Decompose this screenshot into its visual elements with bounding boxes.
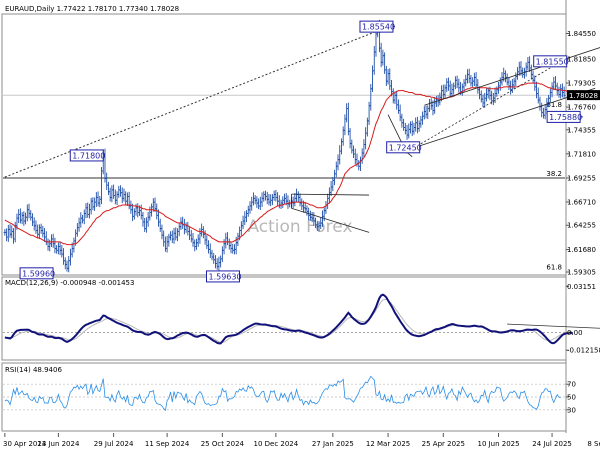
macd-y-tick-label: -0.012158	[567, 347, 600, 355]
x-tick-label: 30 Apr 2024	[3, 440, 47, 448]
price-label: 1.71800	[69, 149, 105, 162]
x-tick-label: 13 Jun 2024	[37, 440, 80, 448]
triangle-lower-line	[291, 207, 370, 233]
main-title: EURAUD,Daily 1.77422 1.78170 1.77340 1.7…	[5, 5, 179, 13]
y-tick-label: 1.66710	[567, 199, 596, 207]
rsi-line	[4, 375, 561, 412]
y-tick-label: 1.81850	[567, 55, 596, 63]
price-label-text: 1.75880	[549, 113, 582, 122]
label-layer: 1.85540 1.81550 1.71800 1.72450 1.75880 1.599…	[19, 20, 600, 283]
price-label-text: 1.81550	[536, 57, 569, 66]
x-tick-label: 10 Jun 2025	[477, 440, 519, 448]
y-tick-label: 1.71810	[567, 150, 596, 158]
header-layer: EURAUD,Daily 1.77422 1.78170 1.77340 1.7…	[5, 5, 179, 374]
x-tick-label: 25 Oct 2024	[201, 440, 245, 448]
x-tick-label: 8 Sep 2025	[587, 440, 600, 448]
price-label-text: 1.59630	[208, 272, 241, 281]
price-label: 1.81550	[533, 55, 569, 68]
x-tick-label: 24 Jul 2025	[532, 440, 572, 448]
channel-lower-line	[413, 87, 596, 149]
channel-dotted-line	[413, 61, 561, 149]
price-label-box	[533, 55, 568, 68]
fib-level-label: 38.2	[546, 170, 562, 178]
macd-y-tick-label: 0.03151	[567, 283, 596, 291]
y-tick-label: 1.61680	[567, 246, 596, 254]
macd-line	[4, 293, 574, 345]
price-label-box	[205, 270, 240, 283]
price-label: 1.72450	[386, 141, 422, 154]
macd-title: MACD(12,26,9) -0.000948 -0.001453	[5, 279, 134, 287]
x-tick-label: 29 Jul 2024	[94, 440, 134, 448]
triangle-upper-line	[291, 193, 370, 196]
x-tick-label: 10 Dec 2024	[254, 440, 299, 448]
moving-average-line	[4, 82, 570, 246]
price-bars	[3, 19, 566, 273]
rsi-y-tick-label: 70	[567, 381, 576, 389]
x-tick-label: 12 Mar 2025	[366, 440, 410, 448]
rsi-title: RSI(14) 48.9406	[5, 366, 62, 374]
price-label-text: 1.85540	[362, 23, 395, 32]
fib-level-label: 61.8	[546, 101, 562, 109]
macd-trendline	[507, 323, 600, 329]
x-tick-label: 11 Sep 2024	[145, 440, 190, 448]
last-price-tag-text: 1.78028	[569, 92, 598, 100]
price-panel: Action Forex 61.8 38.2 61.8	[3, 19, 600, 273]
macd-y-tick-label: 0.00	[567, 329, 583, 337]
y-tick-label: 1.59305	[567, 269, 596, 277]
y-tick-label: 1.69255	[567, 174, 596, 182]
price-label: 1.75880	[546, 110, 584, 123]
price-label-text: 1.72450	[389, 143, 422, 152]
y-tick-label: 1.64255	[567, 222, 596, 230]
price-label-box	[386, 141, 421, 154]
watermark: Action Forex	[247, 217, 352, 237]
rsi-panel	[3, 375, 565, 412]
rsi-y-tick-label: 50	[567, 394, 576, 402]
x-tick-label: 27 Jan 2025	[312, 440, 354, 448]
channel-upper-line	[424, 47, 600, 106]
y-tick-label: 1.84550	[567, 30, 596, 38]
price-label: 1.85540	[359, 20, 395, 33]
rsi-y-tick-label: 30	[567, 406, 576, 414]
y-tick-label: 1.76760	[567, 104, 596, 112]
fib-level-label: 61.8	[546, 264, 562, 272]
price-label-text: 1.59960	[22, 269, 55, 278]
price-label-text: 1.71800	[72, 151, 105, 160]
price-label: 1.59960	[19, 267, 55, 280]
last-price-tag	[567, 90, 600, 101]
macd-panel	[3, 293, 600, 345]
price-label: 1.59630	[205, 270, 242, 283]
price-label-box	[69, 149, 104, 162]
y-tick-label: 1.79305	[567, 80, 596, 88]
price-label-box	[19, 267, 54, 280]
x-tick-label: 25 Apr 2025	[422, 440, 465, 448]
y-tick-label: 1.74355	[567, 126, 596, 134]
